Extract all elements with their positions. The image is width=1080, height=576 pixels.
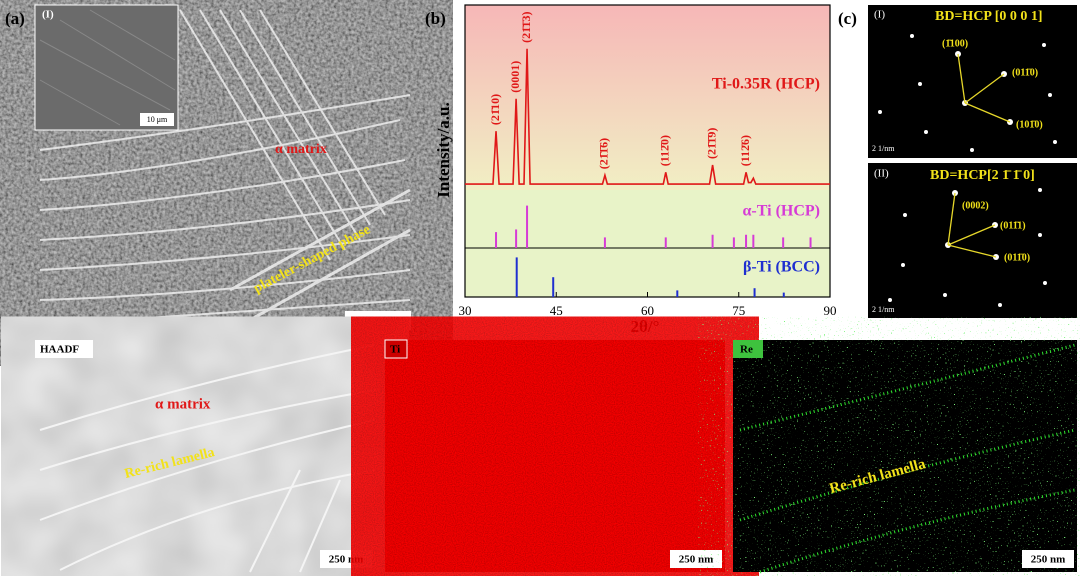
x-tick-label: 90 [824, 303, 837, 318]
zone-axis: BD=HCP [0 0 0 1] [935, 9, 1043, 24]
inset-texture [39, 9, 176, 126]
scale-box [140, 113, 174, 126]
panel-c: (c) (I) BD=HCP [0 0 0 1] (1̄100) (011̄0)… [838, 5, 1077, 318]
peak-label: (112̄0) [658, 135, 672, 166]
peak-label: (21̄10) [488, 94, 502, 125]
inset-label: (I) [42, 9, 54, 21]
xrd-pattern [465, 48, 830, 185]
panel-a: (I) 10 μm α matrix plateler-shaped phase… [5, 4, 415, 333]
scale-bar: 250 nm [1031, 554, 1066, 566]
scale-bar: 250 nm [329, 554, 364, 566]
panel-label: (a) [5, 9, 25, 28]
panel-label: (c) [838, 9, 857, 28]
zone-axis: BD=HCP[2 1̄ 1̄ 0] [930, 168, 1035, 183]
scale-bar: 250 nm [679, 554, 714, 566]
lamellae [39, 9, 411, 326]
scale-box [345, 311, 411, 330]
peak-label: (21̄1̄9) [704, 128, 718, 159]
map-name: Ti [390, 344, 400, 356]
series-label: α-Ti (HCP) [742, 203, 820, 220]
inset-image [34, 4, 179, 131]
x-tick-label: 75 [732, 303, 745, 318]
scale-box [1022, 550, 1074, 568]
spot-index: (101̄0) [1016, 119, 1043, 130]
x-axis-label: 2θ/° [631, 317, 660, 336]
re-map-texture [733, 340, 1077, 572]
x-tick-label: 30 [459, 303, 472, 318]
peak-label: (0001) [508, 61, 522, 93]
panel-label: (b) [425, 9, 446, 28]
section-bg [465, 190, 830, 297]
annotation: α matrix [275, 142, 327, 157]
name-box [384, 339, 408, 359]
spot-index: (011̄0) [1012, 67, 1038, 78]
y-axis-label: Intensity/a.u. [434, 102, 453, 197]
scale-bar: 2 1/nm [872, 144, 895, 153]
annotation: α matrix [155, 396, 211, 412]
diffraction-image [868, 163, 1077, 318]
panel-d: (d) HAADF α matrix Re-rich lamella 250 n… [5, 339, 1077, 574]
map-name: Re [740, 344, 753, 356]
inset-scale: 10 μm [147, 115, 168, 124]
pattern-label: (II) [874, 168, 889, 180]
index-lines [947, 192, 997, 258]
series-label: Ti-0.35R (HCP) [712, 76, 820, 93]
panel-label: (d) [5, 344, 26, 363]
name-box [35, 340, 93, 358]
scale-box [320, 550, 372, 568]
pattern-label: (I) [874, 9, 885, 21]
name-box [733, 340, 763, 358]
panel-b: (b) Intensity/a.u. 2θ/° [425, 4, 831, 336]
scale-bar: 2 1/nm [872, 305, 895, 314]
spot-index: (011̄0) [1004, 252, 1030, 263]
scale-bar: 1 μm [366, 315, 390, 327]
x-tick-label: 45 [550, 303, 563, 318]
map-name: HAADF [40, 344, 79, 356]
lamellae [39, 344, 376, 573]
spot-index: (011̄1) [1000, 220, 1026, 231]
peak-label: (112̄6) [738, 135, 752, 166]
lamellae [739, 343, 1076, 574]
spot-index: (0002) [962, 200, 989, 211]
x-tick-label: 60 [641, 303, 654, 318]
index-lines [957, 53, 1011, 123]
peak-label: (21̄1̄6) [597, 138, 611, 169]
scale-box [670, 550, 722, 568]
haadf-image [35, 340, 375, 572]
peak-label: (21̄1̄3) [519, 11, 533, 42]
diffraction-image [868, 5, 1077, 158]
ti-map-texture [385, 340, 725, 572]
spot-index: (1̄100) [942, 38, 968, 49]
series-label: β-Ti (BCC) [743, 259, 820, 276]
